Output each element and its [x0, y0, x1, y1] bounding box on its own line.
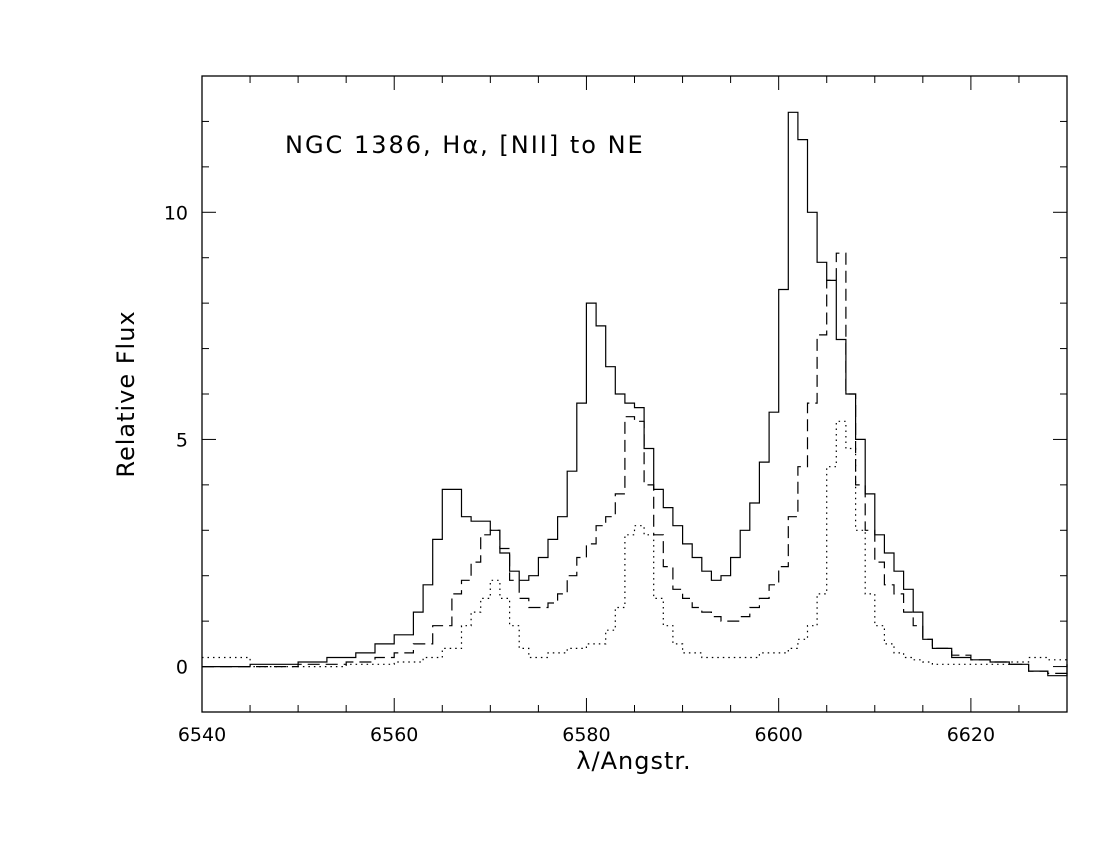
series-solid-line	[202, 111, 1068, 677]
y-tick-label: 10	[164, 202, 188, 224]
chart-annotation: NGC 1386, Hα, [NII] to NE	[285, 131, 645, 159]
x-tick-label: 6560	[370, 724, 418, 746]
plot-frame	[201, 75, 1068, 713]
x-tick-label: 6580	[562, 724, 610, 746]
axis-ticks	[201, 75, 1068, 713]
x-tick-label: 6620	[947, 724, 995, 746]
y-tick-label: 5	[176, 429, 188, 451]
y-axis-label: Relative Flux	[112, 310, 140, 477]
tick-labels: 6540 6560 6580 6600 6620 0 5 10	[164, 202, 995, 746]
series-dotted-line	[202, 420, 1068, 668]
x-tick-label: 6600	[754, 724, 802, 746]
x-tick-label: 6540	[178, 724, 226, 746]
series-dashed-line	[202, 252, 1068, 674]
x-axis-label: λ/Angstr.	[576, 747, 691, 775]
y-tick-label: 0	[176, 657, 188, 679]
series-group	[202, 111, 1068, 677]
